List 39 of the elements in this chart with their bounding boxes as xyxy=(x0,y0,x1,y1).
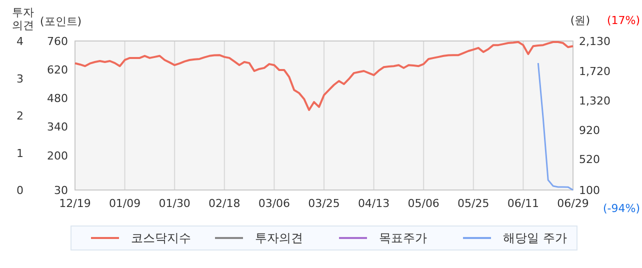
y2-tick-label: 2,130 xyxy=(579,35,610,48)
x-tick-label: 03/25 xyxy=(308,197,340,210)
y3-tick-label: 3 xyxy=(16,72,24,86)
text: (17%) xyxy=(606,14,640,27)
y-tick-label: 340 xyxy=(47,120,68,134)
x-tick-label: 05/25 xyxy=(458,197,490,210)
y3-axis-title: 투자의견 xyxy=(12,6,34,32)
y2-tick-label: 1,720 xyxy=(579,65,610,78)
x-tick-label: 03/06 xyxy=(258,197,290,210)
y-tick-label: 200 xyxy=(47,149,68,162)
y3-tick-label: 4 xyxy=(16,35,24,48)
legend-label: 투자의견 xyxy=(255,231,303,245)
y-tick-label: 30 xyxy=(54,184,68,197)
y-tick-label: 620 xyxy=(47,64,68,77)
line-series xyxy=(537,62,574,191)
legend-label: 코스닥지수 xyxy=(131,231,191,245)
y-tick-label: 480 xyxy=(47,92,68,106)
x-tick-label: 12/19 xyxy=(59,197,91,210)
x-tick-label: 02/18 xyxy=(208,197,240,210)
y3-tick-label: 0 xyxy=(16,184,24,197)
y2-tick-label: 920 xyxy=(579,124,600,137)
y3-tick-label: 1 xyxy=(16,146,24,160)
x-tick-label: 01/30 xyxy=(158,197,190,210)
y2-tick-label: 520 xyxy=(579,153,600,166)
y2-tick-label: 1,320 xyxy=(579,94,610,108)
y2-tick-label: 100 xyxy=(579,184,600,197)
x-tick-label: 05/06 xyxy=(408,197,440,210)
x-tick-label: 06/11 xyxy=(507,197,540,210)
x-tick-label: 01/09 xyxy=(108,197,141,210)
x-tick-label: 04/13 xyxy=(358,197,390,210)
text: (-94%) xyxy=(602,202,640,215)
legend-label: 해당일 주가 xyxy=(503,231,567,245)
y3-tick-label: 2 xyxy=(16,110,24,122)
x-tick-label: 06/29 xyxy=(557,197,589,210)
line-series xyxy=(74,41,574,111)
y-tick-label: 760 xyxy=(47,35,68,48)
y2-axis-title: (원) xyxy=(570,14,590,27)
y-axis-title: (포인트) xyxy=(40,15,82,28)
legend-label: 목표주가 xyxy=(379,231,427,245)
